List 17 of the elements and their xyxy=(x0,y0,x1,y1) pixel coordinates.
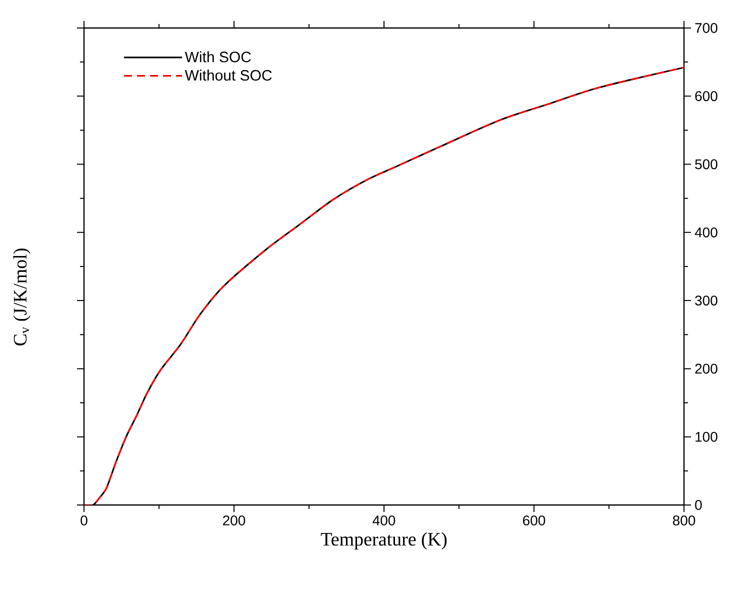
y-tick-label: 100 xyxy=(696,432,718,442)
legend-label: Without SOC xyxy=(184,70,272,81)
x-axis-title: Temperature (K) xyxy=(320,532,447,550)
y-tick-label: 0 xyxy=(695,500,702,510)
x-tick-label: 800 xyxy=(672,516,696,526)
legend-label: With SOC xyxy=(184,51,251,62)
y-tick-label: 200 xyxy=(695,364,718,374)
y-tick-label: 400 xyxy=(694,227,718,238)
y-tick-label: 700 xyxy=(695,23,718,33)
y-tick-label: 500 xyxy=(695,159,718,170)
y-tick-label: 300 xyxy=(695,296,718,306)
x-tick-label: 0 xyxy=(80,516,88,526)
x-tick-label: 600 xyxy=(523,516,546,526)
y-tick-label: 600 xyxy=(695,91,718,102)
y-axis-title: C$_{v}$ (J/K/mol) xyxy=(13,248,30,346)
x-tick-label: 200 xyxy=(223,516,246,526)
x-tick-label: 400 xyxy=(372,516,396,526)
